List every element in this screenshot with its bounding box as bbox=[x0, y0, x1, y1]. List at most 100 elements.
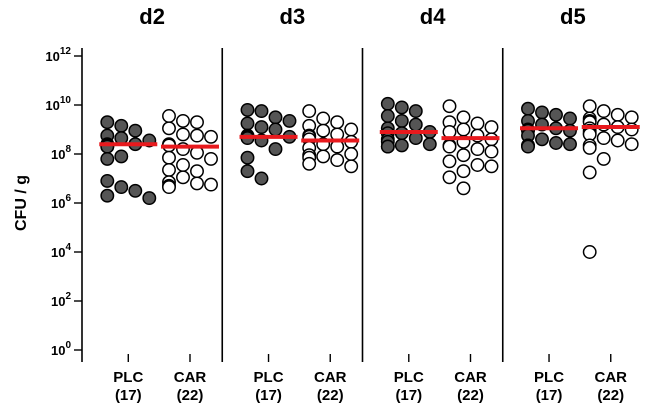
data-point bbox=[610, 107, 625, 122]
panel-title: d3 bbox=[280, 4, 306, 29]
y-tick-base: 10 bbox=[51, 196, 65, 211]
data-point bbox=[394, 113, 409, 128]
data-point bbox=[162, 180, 176, 195]
group-count-label: (22) bbox=[177, 387, 204, 404]
data-point bbox=[114, 149, 129, 164]
data-point bbox=[596, 131, 611, 146]
data-point bbox=[176, 158, 190, 172]
y-tick-base: 10 bbox=[45, 49, 59, 64]
data-point bbox=[204, 129, 218, 144]
data-point bbox=[100, 115, 115, 130]
y-tick-label: 1010 bbox=[45, 95, 71, 113]
data-point bbox=[582, 245, 597, 259]
y-tick-exponent: 2 bbox=[65, 291, 71, 302]
data-point bbox=[240, 164, 255, 179]
data-point bbox=[330, 115, 345, 130]
group-plc: PLC(17) bbox=[520, 101, 579, 404]
data-point bbox=[582, 140, 597, 155]
y-tick-label: 100 bbox=[51, 340, 71, 358]
y-tick-base: 10 bbox=[51, 294, 65, 309]
data-point bbox=[100, 173, 115, 188]
data-point bbox=[316, 149, 331, 164]
y-tick-exponent: 0 bbox=[65, 340, 71, 351]
data-point bbox=[521, 139, 535, 154]
group-car: CAR(22) bbox=[160, 109, 219, 404]
data-point bbox=[268, 142, 283, 157]
data-point bbox=[563, 111, 577, 126]
data-point bbox=[549, 107, 563, 122]
group-name-label: CAR bbox=[314, 369, 347, 386]
data-point bbox=[422, 137, 437, 152]
group-plc: PLC(17) bbox=[99, 115, 158, 404]
data-point bbox=[456, 122, 471, 137]
data-point bbox=[100, 188, 115, 203]
y-tick-exponent: 10 bbox=[60, 95, 72, 106]
data-point bbox=[176, 170, 190, 185]
y-axis-label: CFU / g bbox=[13, 175, 30, 231]
data-point bbox=[240, 102, 255, 117]
data-point bbox=[128, 123, 143, 138]
data-point bbox=[610, 133, 625, 148]
data-point bbox=[470, 158, 485, 172]
group-car: CAR(22) bbox=[441, 99, 500, 404]
data-point bbox=[344, 122, 359, 137]
data-point bbox=[162, 109, 176, 123]
data-point bbox=[254, 104, 269, 119]
data-point bbox=[254, 120, 269, 135]
data-point bbox=[162, 150, 176, 165]
y-tick-base: 10 bbox=[51, 147, 65, 162]
group-plc: PLC(17) bbox=[239, 102, 298, 404]
data-point bbox=[302, 104, 317, 119]
y-tick-exponent: 12 bbox=[60, 46, 72, 57]
group-count-label: (22) bbox=[457, 387, 484, 404]
data-point bbox=[408, 117, 423, 132]
group-car: CAR(22) bbox=[581, 99, 640, 404]
group-car: CAR(22) bbox=[301, 104, 360, 404]
data-point bbox=[380, 139, 395, 154]
panel-title: d2 bbox=[139, 4, 165, 29]
data-point bbox=[204, 177, 218, 192]
data-point bbox=[484, 120, 499, 135]
data-point bbox=[268, 110, 283, 125]
data-point bbox=[442, 154, 457, 169]
data-point bbox=[240, 150, 255, 165]
y-tick-exponent: 8 bbox=[65, 144, 71, 155]
data-point bbox=[596, 104, 611, 119]
data-point bbox=[176, 127, 190, 142]
data-point bbox=[582, 165, 597, 180]
data-point bbox=[302, 156, 317, 171]
data-point bbox=[380, 96, 395, 111]
data-point bbox=[380, 109, 395, 123]
data-point bbox=[442, 170, 457, 185]
data-point bbox=[394, 100, 409, 115]
data-point bbox=[100, 151, 115, 166]
data-point bbox=[549, 136, 563, 150]
data-point bbox=[162, 162, 176, 177]
group-name-label: PLC bbox=[534, 369, 564, 386]
data-point bbox=[470, 116, 485, 131]
panel-title: d5 bbox=[560, 4, 586, 29]
data-point bbox=[162, 121, 176, 136]
data-point bbox=[535, 105, 549, 120]
data-point bbox=[240, 116, 255, 131]
data-point bbox=[394, 138, 409, 153]
chart-panels: d2PLC(17)CAR(22)d3PLC(17)CAR(22)d4PLC(17… bbox=[99, 4, 640, 404]
data-point bbox=[521, 101, 535, 116]
group-count-label: (17) bbox=[536, 387, 563, 404]
data-point bbox=[176, 113, 190, 128]
data-point bbox=[456, 164, 471, 179]
group-count-label: (22) bbox=[597, 387, 624, 404]
group-count-label: (17) bbox=[255, 387, 282, 404]
data-point bbox=[484, 159, 499, 174]
group-count-label: (22) bbox=[317, 387, 344, 404]
data-point bbox=[442, 99, 457, 114]
data-point bbox=[484, 144, 499, 159]
data-point bbox=[408, 104, 423, 119]
y-tick-label: 1012 bbox=[45, 46, 71, 64]
data-point bbox=[190, 128, 204, 143]
data-point bbox=[535, 132, 549, 147]
